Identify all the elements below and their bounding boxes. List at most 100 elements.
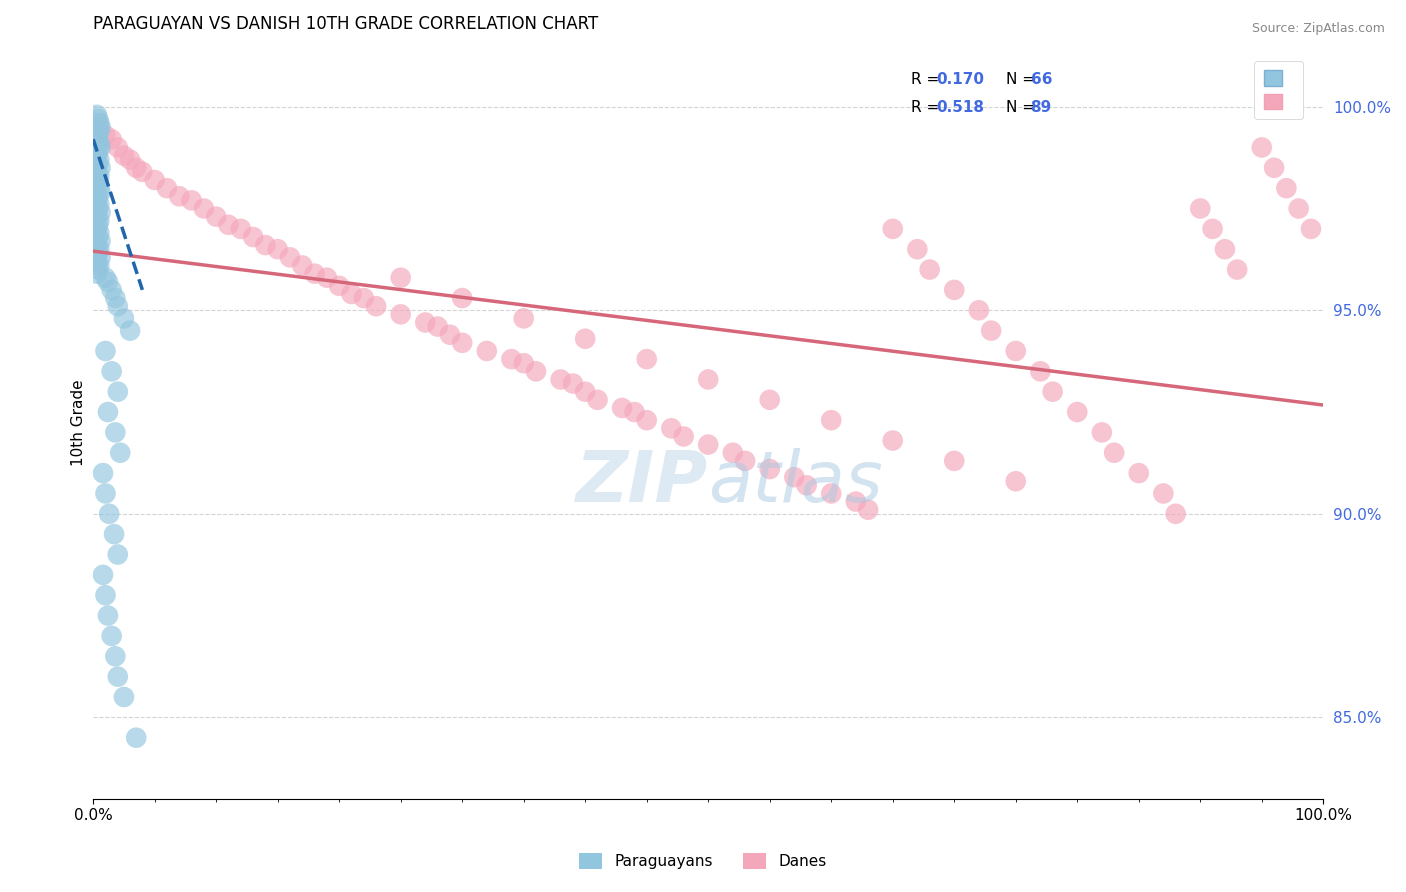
Point bbox=[882, 434, 904, 448]
Point bbox=[86, 165, 108, 179]
Point bbox=[291, 259, 314, 273]
Point bbox=[86, 210, 108, 224]
Point bbox=[242, 230, 264, 244]
Point bbox=[1189, 202, 1212, 216]
Point bbox=[1226, 262, 1249, 277]
Point bbox=[304, 267, 326, 281]
Point bbox=[87, 132, 110, 146]
Point bbox=[89, 213, 111, 227]
Point bbox=[501, 352, 523, 367]
Point bbox=[1213, 242, 1236, 256]
Point bbox=[697, 372, 720, 386]
Point bbox=[1128, 466, 1150, 480]
Point bbox=[1201, 222, 1223, 236]
Point bbox=[512, 311, 534, 326]
Point bbox=[1263, 161, 1285, 175]
Text: 0.170: 0.170 bbox=[936, 72, 984, 87]
Point bbox=[389, 307, 412, 321]
Point bbox=[156, 181, 179, 195]
Point bbox=[87, 202, 110, 216]
Point bbox=[86, 222, 108, 236]
Point bbox=[100, 364, 122, 378]
Point bbox=[1152, 486, 1174, 500]
Point bbox=[659, 421, 682, 435]
Point bbox=[89, 226, 111, 240]
Point bbox=[86, 254, 108, 268]
Point bbox=[550, 372, 572, 386]
Point bbox=[1102, 446, 1125, 460]
Text: 0.518: 0.518 bbox=[936, 100, 984, 115]
Point bbox=[734, 454, 756, 468]
Text: ZIP: ZIP bbox=[576, 448, 709, 517]
Point bbox=[90, 185, 112, 199]
Point bbox=[107, 384, 129, 399]
Point bbox=[104, 425, 127, 440]
Point bbox=[90, 140, 112, 154]
Point bbox=[721, 446, 744, 460]
Point bbox=[89, 197, 111, 211]
Point bbox=[98, 507, 121, 521]
Point bbox=[90, 205, 112, 219]
Point bbox=[86, 177, 108, 191]
Text: Source: ZipAtlas.com: Source: ZipAtlas.com bbox=[1251, 22, 1385, 36]
Point bbox=[104, 291, 127, 305]
Point bbox=[1091, 425, 1114, 440]
Point bbox=[610, 401, 633, 415]
Point bbox=[905, 242, 928, 256]
Point bbox=[1164, 507, 1187, 521]
Point bbox=[512, 356, 534, 370]
Point bbox=[90, 120, 112, 134]
Point bbox=[86, 267, 108, 281]
Point bbox=[574, 332, 596, 346]
Point bbox=[439, 327, 461, 342]
Point bbox=[697, 437, 720, 451]
Point bbox=[267, 242, 290, 256]
Point bbox=[882, 222, 904, 236]
Point bbox=[89, 153, 111, 167]
Legend: Paraguayans, Danes: Paraguayans, Danes bbox=[574, 847, 832, 875]
Point bbox=[112, 690, 135, 704]
Point bbox=[475, 343, 498, 358]
Point bbox=[845, 494, 868, 508]
Point bbox=[100, 283, 122, 297]
Point bbox=[91, 466, 114, 480]
Point bbox=[328, 278, 350, 293]
Point bbox=[143, 173, 166, 187]
Point bbox=[94, 486, 117, 500]
Point bbox=[87, 189, 110, 203]
Point bbox=[574, 384, 596, 399]
Text: atlas: atlas bbox=[709, 448, 883, 517]
Text: N =: N = bbox=[1005, 72, 1040, 87]
Point bbox=[90, 161, 112, 175]
Point bbox=[87, 230, 110, 244]
Legend: , : , bbox=[1254, 61, 1303, 119]
Point bbox=[100, 132, 122, 146]
Point bbox=[107, 140, 129, 154]
Point bbox=[97, 405, 120, 419]
Point bbox=[1299, 222, 1322, 236]
Point bbox=[89, 181, 111, 195]
Point bbox=[1004, 343, 1026, 358]
Point bbox=[169, 189, 191, 203]
Point bbox=[524, 364, 547, 378]
Point bbox=[316, 270, 339, 285]
Y-axis label: 10th Grade: 10th Grade bbox=[72, 379, 86, 466]
Point bbox=[89, 259, 111, 273]
Point bbox=[125, 161, 148, 175]
Point bbox=[980, 324, 1002, 338]
Point bbox=[87, 173, 110, 187]
Point bbox=[426, 319, 449, 334]
Text: R =: R = bbox=[911, 72, 945, 87]
Point bbox=[1029, 364, 1052, 378]
Point bbox=[94, 343, 117, 358]
Point bbox=[100, 629, 122, 643]
Point bbox=[86, 194, 108, 208]
Point bbox=[125, 731, 148, 745]
Point bbox=[180, 194, 202, 208]
Point bbox=[112, 311, 135, 326]
Point bbox=[193, 202, 215, 216]
Point bbox=[218, 218, 240, 232]
Point bbox=[561, 376, 583, 391]
Point bbox=[796, 478, 818, 492]
Point bbox=[90, 251, 112, 265]
